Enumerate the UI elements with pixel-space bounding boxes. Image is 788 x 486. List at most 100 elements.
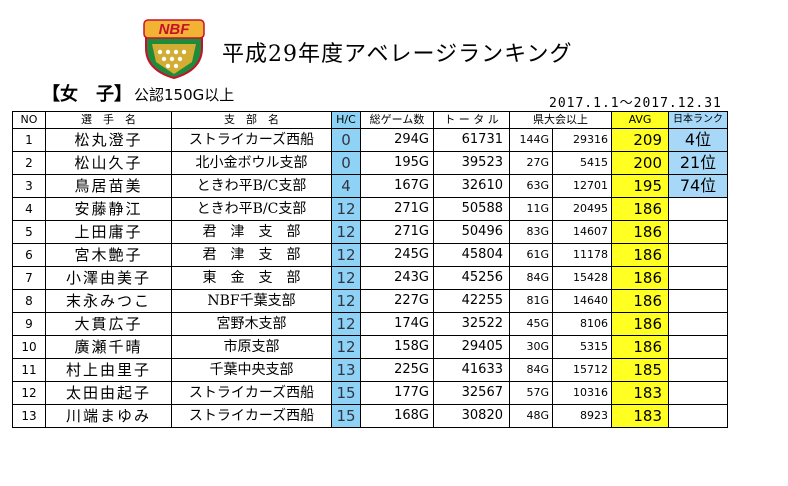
cell-rank (669, 336, 728, 359)
cell-games: 168G (361, 405, 434, 428)
category: 【女 子】 (42, 84, 132, 105)
cell-name: 末永みつこ (46, 290, 172, 313)
cell-branch: ストライカーズ西船 (172, 129, 332, 152)
cell-avg: 186 (612, 313, 669, 336)
cell-pref-total: 8923 (553, 405, 612, 428)
cell-games: 174G (361, 313, 434, 336)
category-label: 【女 子】 公認150G以上 (42, 80, 234, 106)
cell-pref-games: 11G (510, 198, 553, 221)
header-rank: 日本ランク (669, 112, 728, 129)
cell-pref-total: 20495 (553, 198, 612, 221)
header-avg: AVG (612, 112, 669, 129)
cell-pref-total: 15712 (553, 359, 612, 382)
cell-games: 225G (361, 359, 434, 382)
cell-games: 271G (361, 221, 434, 244)
cell-avg: 186 (612, 290, 669, 313)
cell-hc: 15 (332, 382, 361, 405)
cell-games: 243G (361, 267, 434, 290)
cell-hc: 12 (332, 244, 361, 267)
cell-branch: ときわ平B/C支部 (172, 198, 332, 221)
cell-hc: 12 (332, 221, 361, 244)
table-row: 6 宮木艶子君 津 支 部 12 245G 45804 61G 11178 186 (13, 244, 728, 267)
cell-pref-games: 45G (510, 313, 553, 336)
cell-name: 鳥居苗美 (46, 175, 172, 198)
header-total: ト ー タ ル (434, 112, 510, 129)
table-header-row: NO 選 手 名 支 部 名 H/C 総ゲーム数 ト ー タ ル 県大会以上 A… (13, 112, 728, 129)
cell-name: 太田由起子 (46, 382, 172, 405)
cell-pref-total: 5415 (553, 152, 612, 175)
cell-pref-games: 61G (510, 244, 553, 267)
logo-text: NBF (159, 21, 191, 38)
cell-no: 11 (13, 359, 46, 382)
cell-branch: 市原支部 (172, 336, 332, 359)
cell-hc: 12 (332, 336, 361, 359)
cell-games: 245G (361, 244, 434, 267)
cell-total: 32610 (434, 175, 510, 198)
cell-no: 3 (13, 175, 46, 198)
cell-total: 41633 (434, 359, 510, 382)
cell-name: 大貫広子 (46, 313, 172, 336)
cell-pref-total: 8106 (553, 313, 612, 336)
cell-total: 61731 (434, 129, 510, 152)
table-row: 11 村上由里子 千葉中央支部 13 225G 41633 84G 15712 185 (13, 359, 728, 382)
cell-hc: 12 (332, 290, 361, 313)
cell-no: 7 (13, 267, 46, 290)
cell-hc: 12 (332, 198, 361, 221)
cell-name: 川端まゆみ (46, 405, 172, 428)
cell-name: 上田庸子 (46, 221, 172, 244)
cell-games: 167G (361, 175, 434, 198)
cell-total: 50496 (434, 221, 510, 244)
cell-pref-games: 30G (510, 336, 553, 359)
cell-total: 42255 (434, 290, 510, 313)
table-row: 2 松山久子 北小金ボウル支部 0 195G 39523 27G 5415 200 21位 (13, 152, 728, 175)
cell-pref-total: 10316 (553, 382, 612, 405)
cell-no: 1 (13, 129, 46, 152)
cell-branch: ストライカーズ西船 (172, 382, 332, 405)
cell-branch: NBF千葉支部 (172, 290, 332, 313)
cell-total: 50588 (434, 198, 510, 221)
table-row: 10 廣瀬千晴 市原支部 12 158G 29405 30G 5315 186 (13, 336, 728, 359)
header-no: NO (13, 112, 46, 129)
cell-no: 8 (13, 290, 46, 313)
nbf-logo: NBF (142, 18, 206, 80)
cell-avg: 209 (612, 129, 669, 152)
cell-no: 13 (13, 405, 46, 428)
cell-total: 32567 (434, 382, 510, 405)
cell-branch: 君 津 支 部 (172, 221, 332, 244)
period: 2017.1.1〜2017.12.31 (549, 92, 722, 111)
cell-no: 4 (13, 198, 46, 221)
cell-games: 158G (361, 336, 434, 359)
table-row: 13 川端まゆみ ストライカーズ西船 15 168G 30820 48G 8923 183 (13, 405, 728, 428)
cell-no: 10 (13, 336, 46, 359)
cell-avg: 186 (612, 244, 669, 267)
cell-pref-games: 63G (510, 175, 553, 198)
cell-name: 松山久子 (46, 152, 172, 175)
cell-name: 廣瀬千晴 (46, 336, 172, 359)
cell-rank: 21位 (669, 152, 728, 175)
cell-rank (669, 244, 728, 267)
cell-avg: 183 (612, 382, 669, 405)
header-name: 選 手 名 (46, 112, 172, 129)
cell-hc: 13 (332, 359, 361, 382)
cell-avg: 186 (612, 267, 669, 290)
cell-pref-total: 29316 (553, 129, 612, 152)
cell-games: 294G (361, 129, 434, 152)
cell-games: 177G (361, 382, 434, 405)
cell-hc: 0 (332, 129, 361, 152)
table-row: 4 安藤静江 ときわ平B/C支部 12 271G 50588 11G 20495 186 (13, 198, 728, 221)
cell-total: 30820 (434, 405, 510, 428)
cell-no: 5 (13, 221, 46, 244)
cell-branch: 千葉中央支部 (172, 359, 332, 382)
page-title: 平成29年度アベレージランキング (222, 36, 572, 68)
cell-pref-total: 14640 (553, 290, 612, 313)
cell-total: 39523 (434, 152, 510, 175)
cell-pref-total: 15428 (553, 267, 612, 290)
qualification: 公認150G以上 (134, 86, 234, 104)
cell-pref-total: 12701 (553, 175, 612, 198)
cell-pref-games: 27G (510, 152, 553, 175)
cell-no: 9 (13, 313, 46, 336)
cell-avg: 186 (612, 221, 669, 244)
cell-pref-games: 57G (510, 382, 553, 405)
cell-avg: 200 (612, 152, 669, 175)
table-row: 12 太田由起子 ストライカーズ西船 15 177G 32567 57G 10316 183 (13, 382, 728, 405)
